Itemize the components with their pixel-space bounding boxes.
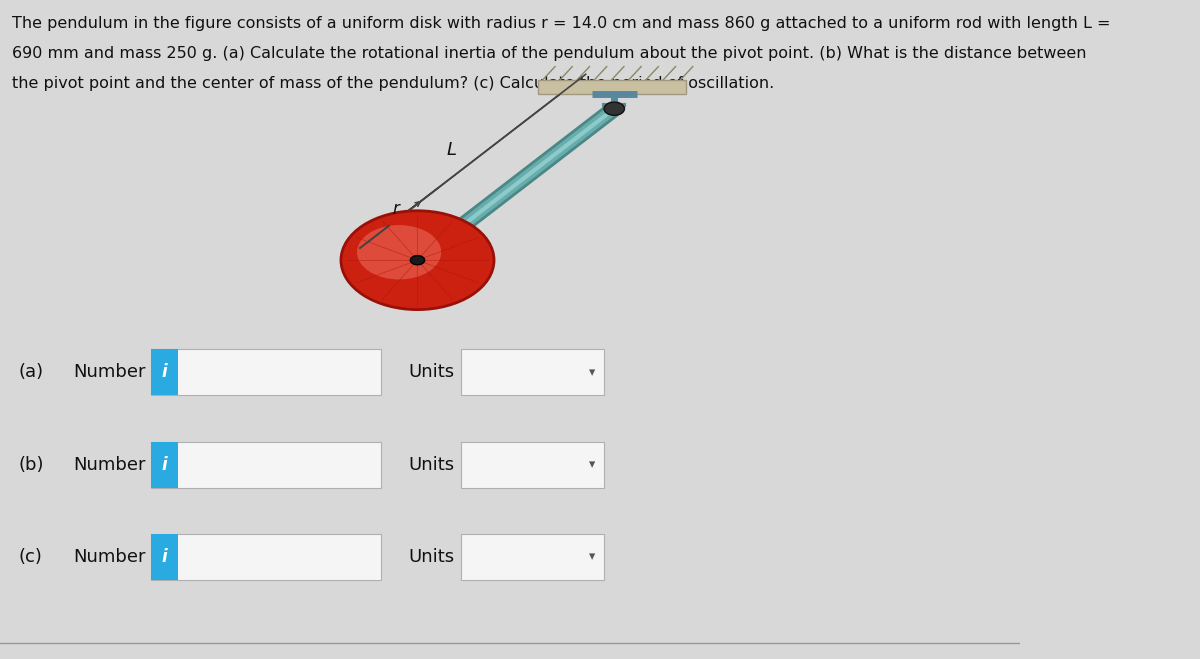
FancyBboxPatch shape (461, 534, 604, 580)
Text: (a): (a) (18, 363, 43, 382)
Text: i: i (161, 548, 167, 566)
Text: Units: Units (408, 548, 455, 566)
Text: The pendulum in the figure consists of a uniform disk with radius r = 14.0 cm an: The pendulum in the figure consists of a… (12, 16, 1111, 32)
Text: r: r (392, 200, 398, 217)
Text: Number: Number (73, 363, 146, 382)
Text: Units: Units (408, 363, 455, 382)
Circle shape (604, 102, 624, 115)
Text: ▾: ▾ (589, 366, 595, 379)
FancyBboxPatch shape (151, 349, 380, 395)
Circle shape (341, 211, 494, 310)
FancyBboxPatch shape (538, 80, 685, 94)
Text: 690 mm and mass 250 g. (a) Calculate the rotational inertia of the pendulum abou: 690 mm and mass 250 g. (a) Calculate the… (12, 46, 1087, 61)
Text: i: i (161, 455, 167, 474)
Circle shape (358, 225, 442, 279)
FancyBboxPatch shape (461, 442, 604, 488)
Text: (b): (b) (18, 455, 44, 474)
Text: Units: Units (408, 455, 455, 474)
FancyBboxPatch shape (151, 349, 178, 395)
FancyBboxPatch shape (151, 534, 380, 580)
Text: L: L (446, 140, 456, 159)
Text: ▾: ▾ (589, 550, 595, 563)
Text: Number: Number (73, 548, 146, 566)
Text: ▾: ▾ (589, 458, 595, 471)
Text: i: i (161, 363, 167, 382)
FancyBboxPatch shape (151, 534, 178, 580)
FancyBboxPatch shape (151, 442, 380, 488)
FancyBboxPatch shape (151, 442, 178, 488)
Text: (c): (c) (18, 548, 42, 566)
Circle shape (410, 256, 425, 265)
Text: Number: Number (73, 455, 146, 474)
FancyBboxPatch shape (461, 349, 604, 395)
Text: the pivot point and the center of mass of the pendulum? (c) Calculate the period: the pivot point and the center of mass o… (12, 76, 774, 91)
